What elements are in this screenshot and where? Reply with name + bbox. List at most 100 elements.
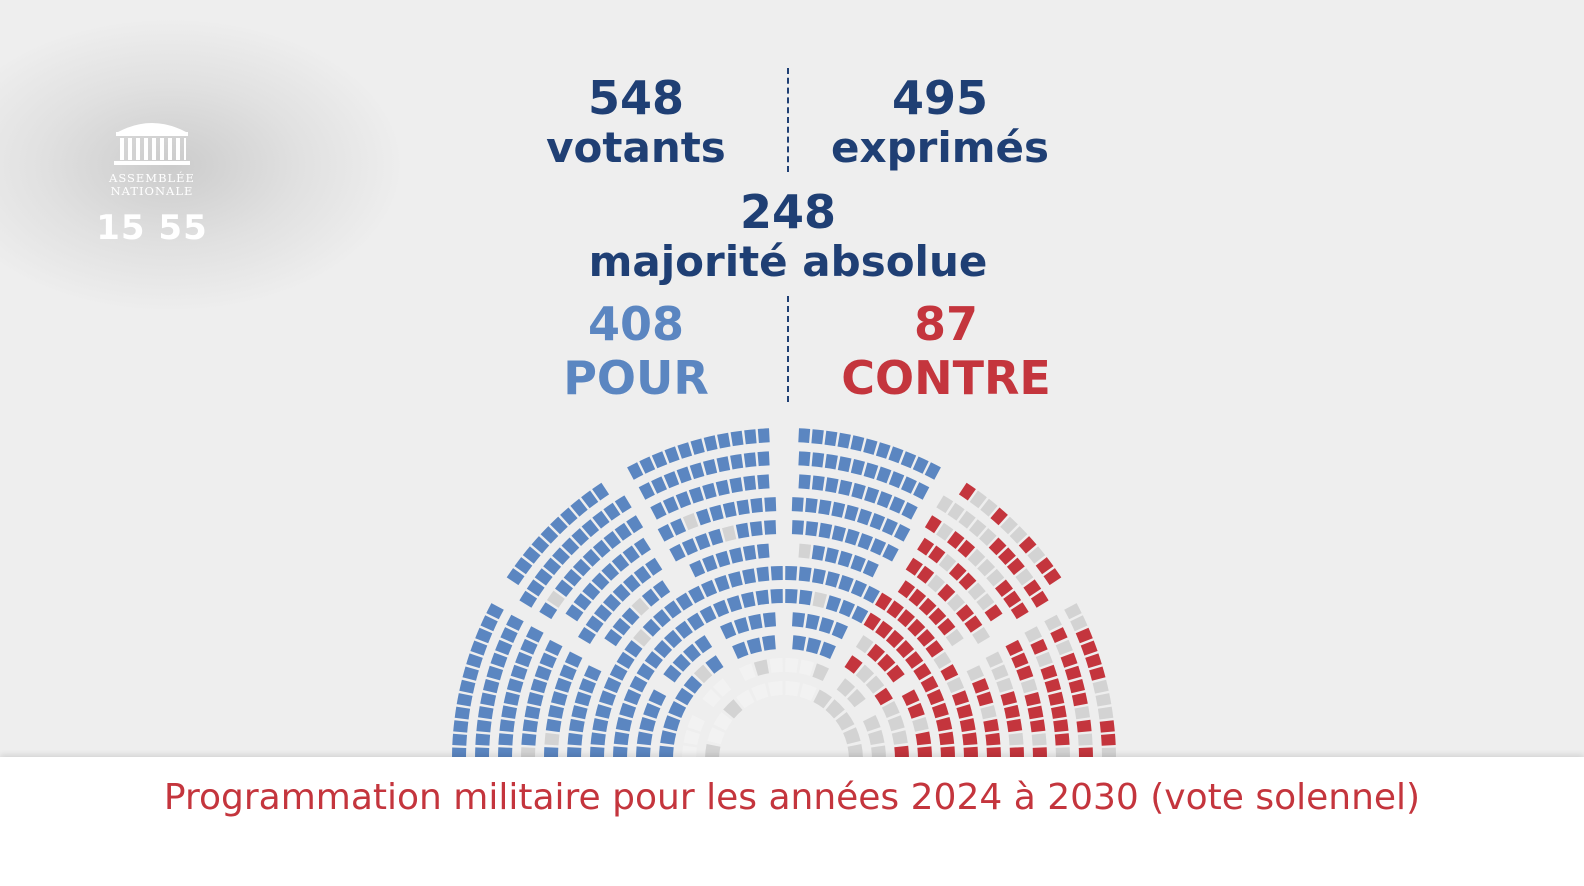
seat: [925, 640, 944, 658]
seat: [1006, 557, 1025, 576]
seat: [530, 678, 548, 694]
seat: [695, 533, 711, 551]
seat: [490, 652, 508, 668]
seat: [863, 462, 879, 480]
seat: [743, 475, 757, 491]
seat: [946, 677, 965, 694]
seat: [933, 651, 952, 669]
seat: [870, 538, 887, 556]
seat: [798, 451, 811, 467]
seat: [850, 579, 867, 598]
seat: [831, 621, 848, 640]
seat: [675, 592, 693, 611]
seat: [863, 438, 878, 455]
seat: [837, 550, 853, 568]
seat: [639, 717, 656, 732]
seat: [868, 729, 885, 745]
exprimes-stat: 495 exprimés: [790, 72, 1090, 172]
seat: [882, 543, 899, 562]
seat: [592, 510, 610, 529]
seat: [708, 528, 724, 546]
seat: [825, 699, 845, 719]
seat: [622, 545, 640, 564]
seat: [836, 678, 856, 697]
seat: [864, 486, 880, 504]
seat: [454, 706, 471, 720]
seat: [591, 572, 610, 591]
seat: [702, 554, 718, 572]
seat: [623, 689, 642, 706]
seat: [585, 615, 604, 633]
seat: [812, 568, 826, 585]
seat: [483, 679, 500, 694]
seat: [831, 525, 846, 542]
seat: [838, 599, 855, 618]
seat: [936, 522, 954, 541]
seat: [633, 629, 652, 647]
seat: [1075, 627, 1093, 644]
divider-top: [787, 68, 789, 172]
majorite-stat: 248 majorité absolue: [538, 186, 1038, 286]
seat: [749, 521, 763, 537]
seat: [526, 579, 545, 597]
seat: [1060, 652, 1078, 668]
seat: [510, 664, 528, 680]
seat: [1044, 678, 1062, 693]
seat: [967, 548, 986, 567]
seat: [1085, 653, 1102, 669]
seat: [462, 666, 479, 681]
seat: [757, 474, 770, 490]
seat: [689, 560, 706, 578]
seat: [998, 547, 1016, 565]
seat: [693, 664, 713, 684]
seat: [722, 525, 737, 542]
seat: [567, 747, 582, 759]
seat: [917, 537, 935, 556]
seat: [875, 620, 893, 639]
seat: [603, 502, 621, 521]
seat: [522, 546, 541, 564]
seat: [1070, 615, 1088, 632]
seat: [592, 718, 609, 732]
seat: [677, 442, 693, 459]
seat: [699, 605, 717, 624]
seat: [1020, 678, 1038, 694]
seat: [888, 446, 904, 464]
seat: [744, 429, 757, 445]
seat: [546, 590, 565, 608]
seat: [1006, 718, 1023, 733]
seat: [894, 524, 911, 542]
seat: [651, 451, 668, 469]
seat: [641, 588, 660, 607]
seat: [1016, 665, 1034, 681]
seat: [687, 612, 705, 631]
seat: [660, 730, 677, 745]
seat: [916, 565, 935, 584]
seat: [506, 614, 524, 631]
seat: [612, 583, 631, 602]
seat: [578, 627, 596, 644]
seat: [928, 607, 947, 626]
seat: [534, 665, 552, 681]
seat: [503, 691, 520, 706]
seat: [717, 432, 731, 449]
seat: [912, 717, 929, 732]
seat: [564, 651, 583, 668]
seat: [675, 491, 692, 509]
seat: [499, 719, 515, 733]
seat: [545, 718, 562, 733]
seat: [799, 683, 817, 701]
seat: [811, 452, 825, 468]
seat: [595, 704, 612, 719]
seat: [623, 574, 641, 593]
seat: [543, 557, 562, 576]
seat: [486, 665, 504, 681]
seat: [1027, 546, 1046, 564]
seat: [452, 747, 467, 759]
seat: [847, 688, 866, 708]
seat: [895, 640, 915, 659]
seat: [526, 626, 544, 643]
seat: [945, 628, 964, 647]
seat: [913, 482, 930, 500]
seat: [1030, 719, 1046, 733]
